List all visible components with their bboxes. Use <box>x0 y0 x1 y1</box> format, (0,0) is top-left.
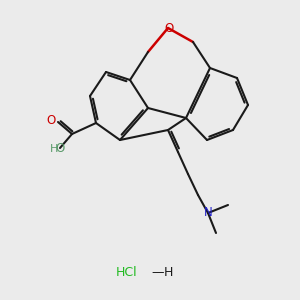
Text: HCl: HCl <box>116 266 138 278</box>
Text: H: H <box>163 266 173 278</box>
Text: H: H <box>50 144 58 154</box>
Text: O: O <box>47 115 56 128</box>
Text: O: O <box>56 142 65 155</box>
Text: —: — <box>148 266 168 278</box>
Text: N: N <box>204 206 212 220</box>
Text: O: O <box>164 22 174 34</box>
